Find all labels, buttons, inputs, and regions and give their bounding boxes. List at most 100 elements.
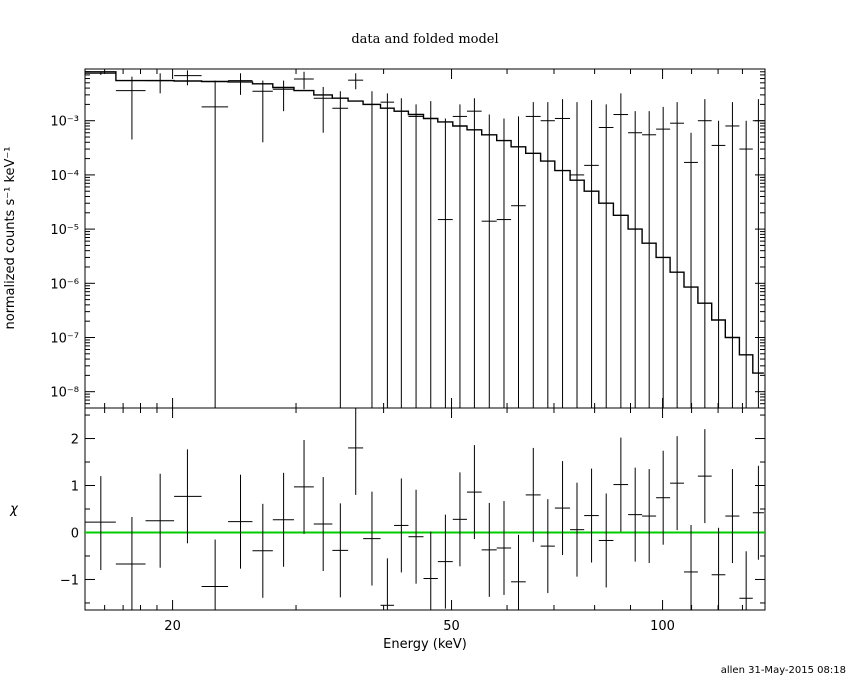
spectrum-y-ticks: 10⁻³ 10⁻⁴ 10⁻⁵ 10⁻⁶ 10⁻⁷ 10⁻⁸	[50, 71, 765, 409]
spectrum-data-point	[656, 106, 671, 408]
residual-data-point	[752, 465, 764, 560]
residual-data-point	[628, 467, 643, 562]
residual-data-point	[525, 447, 541, 542]
residual-data-point	[272, 472, 294, 567]
residual-data-point	[452, 472, 467, 567]
x-tick-label: 50	[443, 619, 460, 634]
residual-data-point	[174, 449, 202, 544]
residual-data-point	[570, 482, 585, 577]
x-tick-label: 100	[650, 619, 675, 634]
residual-data-point	[540, 499, 555, 594]
spectrum-data-point	[642, 111, 657, 408]
spectrum-data-point	[437, 118, 453, 408]
spectrum-data-point	[363, 91, 381, 408]
spectrum-data-point	[697, 99, 712, 408]
residual-data-point	[437, 514, 453, 609]
residual-data-point	[332, 503, 349, 598]
residual-data-point	[408, 489, 424, 584]
y-tick-label: 10⁻⁷	[50, 331, 79, 346]
residual-data-points	[85, 408, 764, 610]
residual-data-point	[613, 437, 629, 532]
residual-data-point	[115, 516, 146, 610]
residual-data-point	[697, 429, 712, 524]
residuals-x-ticks: 20 50 100	[84, 408, 766, 634]
spectrum-data-point	[145, 73, 175, 94]
spectrum-data-point	[115, 76, 146, 140]
spectrum-data-point	[174, 70, 202, 86]
residual-data-point	[598, 493, 614, 588]
residuals-panel: 2 1 0 −1 20 50 100	[60, 407, 766, 634]
residual-data-point	[85, 476, 116, 571]
residual-data-point	[642, 469, 657, 564]
residual-data-point	[423, 531, 438, 610]
spectrum-data-point	[423, 101, 438, 408]
spectrum-data-point	[670, 102, 685, 408]
spectrum-panel: 10⁻³ 10⁻⁴ 10⁻⁵ 10⁻⁶ 10⁻⁷ 10⁻⁸	[50, 68, 766, 409]
residual-data-point	[252, 503, 273, 598]
residual-data-point	[656, 450, 671, 545]
spectrum-y-axis-label: normalized counts s⁻¹ keV⁻¹	[3, 147, 18, 330]
spectrum-data-point	[540, 102, 555, 408]
spectrum-data-point	[598, 104, 614, 408]
x-axis-label: Energy (keV)	[383, 637, 467, 652]
y-tick-label: 10⁻⁸	[50, 386, 79, 401]
spectrum-data-point	[452, 104, 467, 408]
x-tick-label: 20	[164, 619, 181, 634]
residuals-y-axis-label: χ	[9, 502, 19, 517]
spectrum-data-point	[466, 98, 482, 408]
spectrum-data-point	[293, 71, 314, 90]
spectrum-data-point	[394, 98, 409, 408]
residual-data-point	[201, 539, 229, 610]
spectrum-data-point	[554, 99, 571, 408]
residual-data-point	[228, 474, 253, 569]
residual-data-point	[481, 502, 497, 597]
spectrum-data-point	[496, 118, 512, 408]
y-tick-label: 1	[71, 480, 79, 495]
spectrum-data-point	[481, 114, 497, 408]
spectrum-data-point	[628, 111, 643, 408]
spectrum-data-point	[408, 104, 424, 408]
y-tick-label: 2	[71, 433, 79, 448]
residuals-y-ticks: 2 1 0 −1	[60, 414, 765, 604]
spectrum-data-point	[85, 71, 116, 75]
residual-data-point	[711, 527, 726, 610]
y-tick-label: 10⁻⁴	[50, 169, 79, 184]
spectrum-data-point	[272, 80, 294, 112]
y-tick-label: 10⁻⁵	[50, 223, 79, 238]
spectrum-data-point	[684, 132, 698, 408]
y-tick-label: 10⁻⁶	[50, 277, 79, 292]
residual-data-point	[145, 473, 175, 568]
spectrum-data-point	[752, 99, 764, 408]
folded-model-line	[85, 71, 764, 374]
spectrum-data-point	[725, 102, 740, 408]
residual-data-point	[670, 436, 685, 531]
spectrum-data-points	[85, 70, 764, 408]
spectrum-data-point	[584, 100, 599, 408]
spectrum-data-point	[252, 80, 273, 143]
residual-data-point	[584, 468, 599, 563]
spectrum-data-point	[201, 80, 229, 408]
y-tick-label: 10⁻³	[50, 115, 79, 130]
residual-data-point	[394, 478, 409, 573]
spectrum-data-point	[348, 73, 364, 90]
residual-data-point	[293, 439, 314, 534]
footer-timestamp: allen 31-May-2015 08:18	[721, 665, 846, 676]
residual-data-point	[554, 461, 571, 556]
y-tick-label: −1	[60, 573, 79, 588]
model-step-path	[85, 71, 764, 374]
spectrum-data-point	[332, 91, 349, 408]
spectrum-data-point	[739, 120, 753, 408]
residual-data-point	[684, 524, 698, 610]
spectrum-data-point	[228, 73, 253, 95]
spectrum-data-point	[313, 86, 333, 133]
spectrum-data-point	[711, 120, 726, 408]
residual-data-point	[739, 551, 753, 610]
y-tick-label: 0	[71, 526, 79, 541]
residual-data-point	[466, 445, 482, 540]
residual-data-point	[363, 491, 381, 586]
residual-data-point	[496, 501, 512, 595]
spectrum-data-point	[570, 102, 585, 408]
residual-data-point	[348, 408, 364, 495]
residual-data-point	[725, 469, 740, 564]
